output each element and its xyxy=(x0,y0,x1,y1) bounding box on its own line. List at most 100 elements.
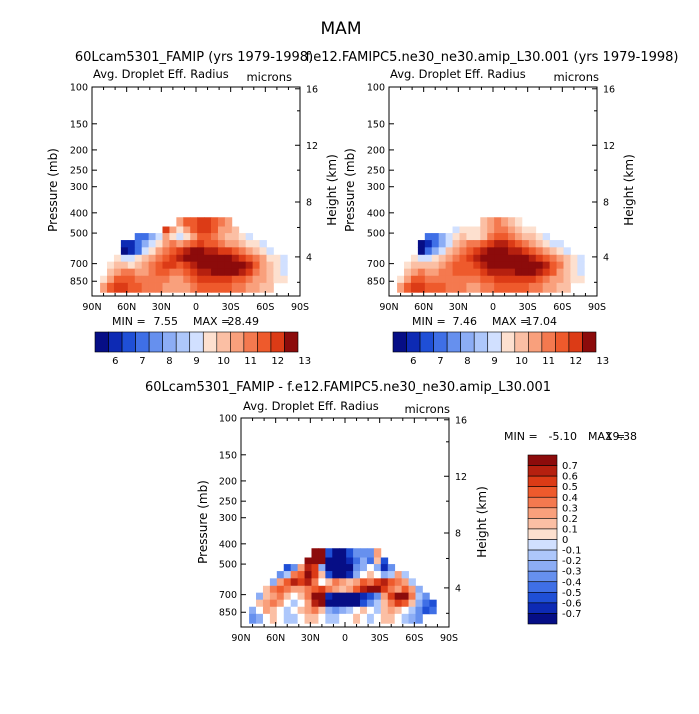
heatmap-cell xyxy=(273,275,281,284)
heatmap-cell xyxy=(380,578,389,587)
panel-2-min-value: 7.46 xyxy=(453,315,478,328)
panel-2-max-value: 17.04 xyxy=(526,315,558,328)
heatmap-cell xyxy=(259,240,267,248)
heatmap-cell xyxy=(466,261,474,270)
heatmap-cell xyxy=(394,585,403,594)
heatmap-cell xyxy=(431,254,440,263)
panel-3-min-label: MIN = xyxy=(504,430,538,443)
heatmap-cell xyxy=(480,268,488,277)
heatmap-cell xyxy=(269,585,278,594)
y-right-tick-label: 16 xyxy=(306,84,318,95)
x-tick-label: 30S xyxy=(519,302,537,313)
heatmap-cell xyxy=(204,261,212,270)
heatmap-cell xyxy=(563,261,571,270)
heatmap-cell xyxy=(404,282,412,293)
heatmap-cell xyxy=(283,564,292,572)
y-right-tick-label: 12 xyxy=(603,141,615,152)
heatmap-cell xyxy=(373,606,382,615)
colorbar-box xyxy=(148,331,163,353)
heatmap-cell xyxy=(141,247,150,256)
heatmap-cell xyxy=(373,578,382,587)
heatmap-cell xyxy=(325,606,333,615)
heatmap-cell xyxy=(366,599,375,608)
heatmap-cell xyxy=(332,548,340,558)
x-tick-label: 90S xyxy=(588,302,606,313)
heatmap-cell xyxy=(528,247,537,256)
heatmap-cell xyxy=(304,592,312,601)
heatmap-cell xyxy=(162,240,170,248)
heatmap-cell xyxy=(224,282,233,293)
heatmap-cell xyxy=(290,585,299,594)
heatmap-cell xyxy=(318,564,326,572)
heatmap-cell xyxy=(373,592,382,601)
heatmap-cell xyxy=(224,268,233,277)
heatmap-cell xyxy=(473,233,481,241)
heatmap-cell xyxy=(473,226,481,234)
heatmap-cell xyxy=(266,282,274,293)
y-tick-label: 150 xyxy=(367,119,385,130)
heatmap-cell xyxy=(401,592,409,601)
colorbar-label: 0.2 xyxy=(562,514,578,525)
heatmap-cell xyxy=(466,247,474,256)
heatmap-cell xyxy=(148,268,156,277)
heatmap-cell xyxy=(480,240,488,248)
heatmap-cell xyxy=(311,578,319,587)
heatmap-cell xyxy=(466,282,474,293)
x-tick-label: 90N xyxy=(379,302,398,313)
heatmap-cell xyxy=(408,578,416,587)
heatmap-cell xyxy=(211,233,219,241)
heatmap-cell xyxy=(542,233,551,241)
heatmap-cell xyxy=(387,585,396,594)
heatmap-cell xyxy=(262,599,271,608)
y-tick-label: 150 xyxy=(70,119,88,130)
heatmap-cell xyxy=(238,261,247,270)
heatmap-cell xyxy=(217,275,226,284)
heatmap-cell xyxy=(487,217,495,227)
heatmap-cell xyxy=(325,548,333,558)
colorbar-box xyxy=(527,602,558,614)
heatmap-cell xyxy=(283,578,292,587)
heatmap-cell xyxy=(134,261,143,270)
heatmap-cell xyxy=(273,268,281,277)
colorbar-box xyxy=(175,331,191,353)
heatmap-cell xyxy=(452,261,460,270)
heatmap-cell xyxy=(366,548,375,558)
heatmap-cell xyxy=(466,268,474,277)
heatmap-cell xyxy=(176,226,184,234)
heatmap-cell xyxy=(452,240,460,248)
heatmap-cell xyxy=(204,240,212,248)
heatmap-cell xyxy=(380,571,389,579)
heatmap-cell xyxy=(408,606,416,615)
heatmap-cell xyxy=(162,268,170,277)
heatmap-cell xyxy=(311,548,319,558)
heatmap-cell xyxy=(217,226,226,234)
heatmap-cell xyxy=(556,282,564,293)
colorbar-box xyxy=(528,331,543,353)
heatmap-cell xyxy=(535,240,544,248)
heatmap-cell xyxy=(245,275,254,284)
panel-1-colorbar: 6 7 8 9 10 11 12 13 xyxy=(94,331,311,367)
heatmap-cell xyxy=(373,571,382,579)
heatmap-cell xyxy=(217,217,226,227)
x-tick-label: 0 xyxy=(342,633,348,644)
heatmap-cell xyxy=(262,613,271,624)
heatmap-cell xyxy=(332,564,340,572)
heatmap-cell xyxy=(332,578,340,587)
heatmap-cell xyxy=(373,613,382,624)
heatmap-cell xyxy=(494,226,502,234)
heatmap-cell xyxy=(353,613,361,624)
heatmap-cell xyxy=(466,226,474,234)
panel-1-ylabel-right: Height (km) xyxy=(325,154,339,225)
heatmap-cell xyxy=(401,599,409,608)
heatmap-cell xyxy=(487,233,495,241)
heatmap-cell xyxy=(514,217,523,227)
heatmap-cell xyxy=(211,282,219,293)
heatmap-cell xyxy=(521,226,530,234)
panel-1-max-label: MAX = xyxy=(193,315,230,328)
heatmap-cell xyxy=(162,233,170,241)
colorbar-label: 0.7 xyxy=(562,461,578,472)
heatmap-cell xyxy=(269,599,278,608)
heatmap-cell xyxy=(394,606,403,615)
heatmap-cell xyxy=(297,599,305,608)
heatmap-cell xyxy=(410,268,419,277)
